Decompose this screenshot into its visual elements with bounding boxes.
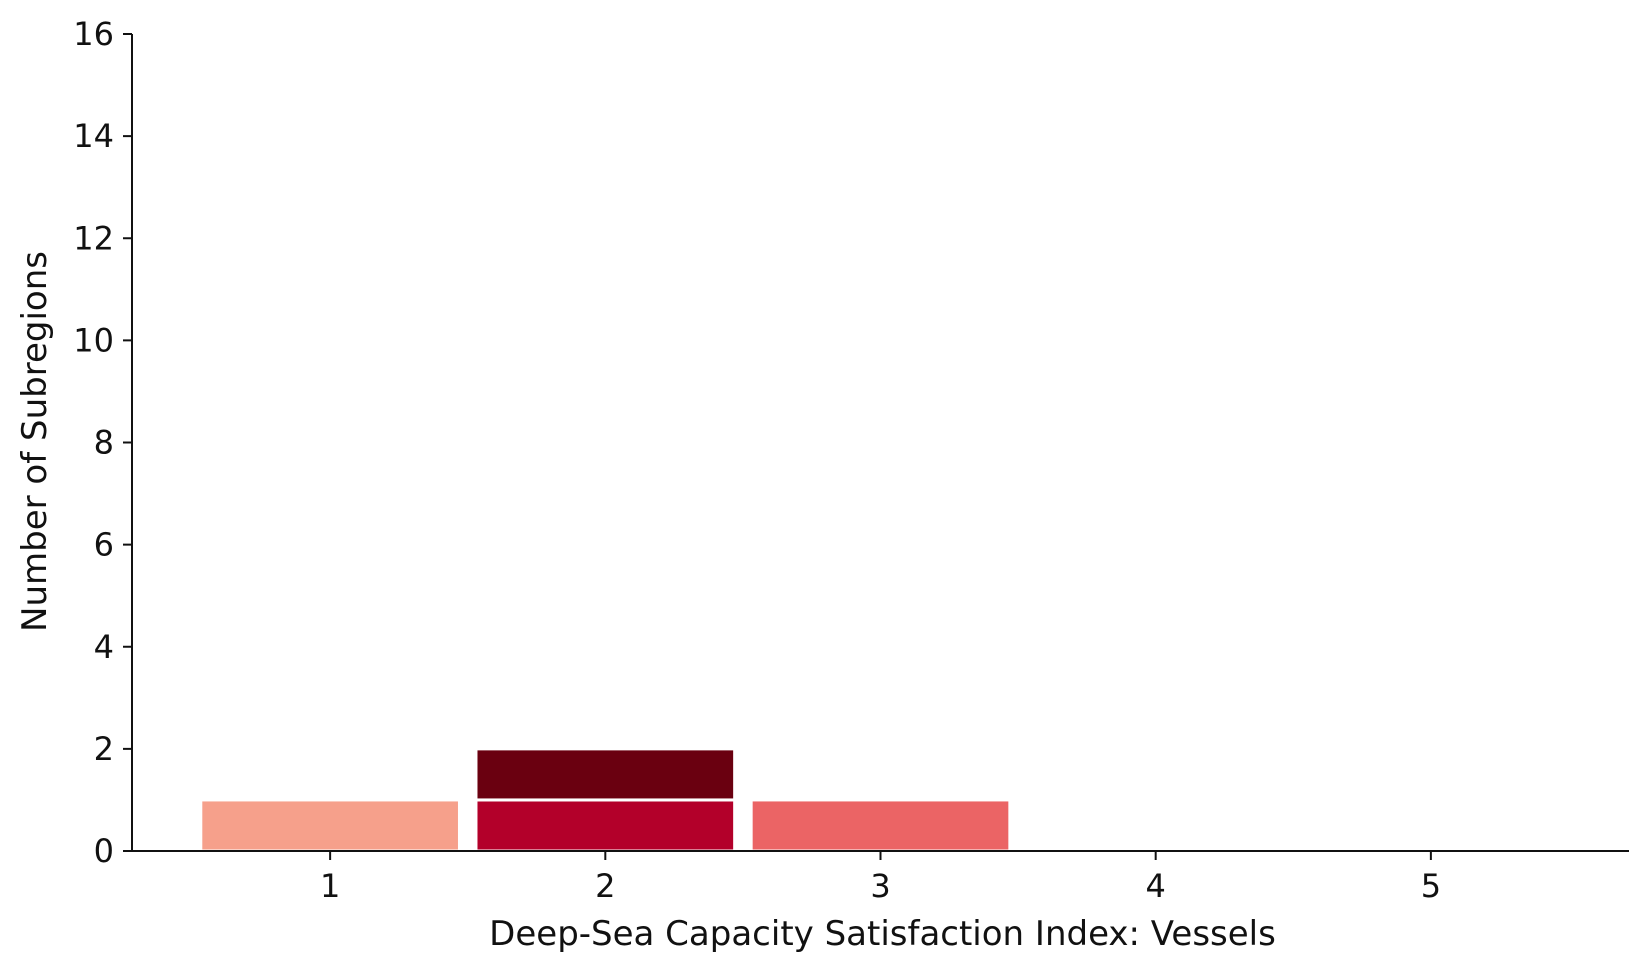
bar-x2-seg1 [474,798,737,853]
y-tick-label: 14 [73,117,114,155]
x-tick-label: 4 [1146,867,1166,905]
x-ticks: 1 2 3 4 5 [320,851,1441,905]
y-tick-label: 8 [94,424,114,462]
y-axis-title: Number of Subregions [15,251,55,632]
y-tick-label: 10 [73,321,114,359]
y-tick-label: 4 [94,628,114,666]
x-tick-label: 2 [595,867,615,905]
bars-layer [199,747,1012,853]
y-tick-label: 16 [73,15,114,53]
axes-layer [131,34,1629,852]
bar-x2-seg2 [474,747,737,802]
y-tick-label: 6 [94,526,114,564]
x-tick-label: 5 [1421,867,1441,905]
x-axis-title: Deep-Sea Capacity Satisfaction Index: Ve… [489,914,1276,954]
x-tick-label: 3 [870,867,890,905]
bar-x3-seg3 [749,798,1012,853]
y-tick-label: 12 [73,219,114,257]
y-ticks: 0 2 4 6 8 10 12 14 16 [73,15,132,870]
x-tick-label: 1 [320,867,340,905]
y-tick-label: 2 [94,730,114,768]
bar-x1-seg0 [199,798,461,853]
y-tick-label: 0 [94,832,114,870]
